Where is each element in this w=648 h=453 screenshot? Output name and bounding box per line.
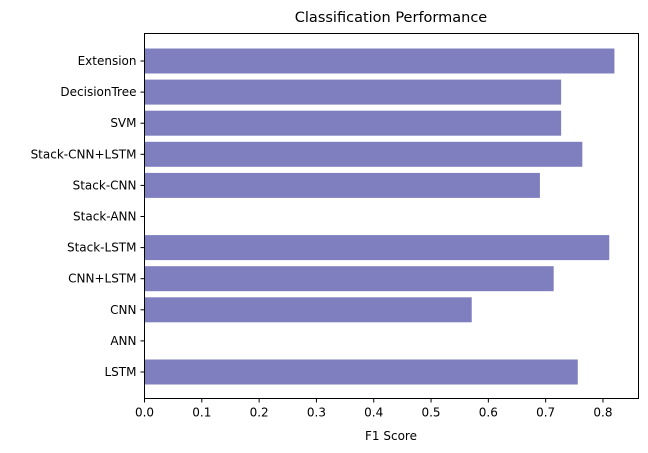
- y-tick-label: SVM: [110, 116, 136, 130]
- x-tick-label: 0.8: [593, 406, 612, 420]
- bar-lstm: [144, 359, 578, 385]
- x-tick-label: 0.6: [479, 406, 498, 420]
- y-tick-label: ANN: [110, 334, 136, 348]
- y-tick-label: Stack-ANN: [73, 210, 136, 224]
- x-tick-label: 0.1: [192, 406, 211, 420]
- x-tick-label: 0.7: [536, 406, 555, 420]
- y-tick-label: Stack-CNN+LSTM: [31, 147, 137, 161]
- y-tick-label: CNN: [110, 303, 136, 317]
- bar-decisiontree: [144, 79, 562, 105]
- y-tick-label: Stack-LSTM: [67, 241, 137, 255]
- bar-stack-cnn: [144, 172, 540, 198]
- x-axis-ticks: 0.0 0.1 0.2 0.3 0.4 0.5 0.6 0.7 0.8: [135, 398, 613, 420]
- y-tick-label: DecisionTree: [60, 85, 136, 99]
- bar-stack-lstm: [144, 235, 610, 261]
- y-tick-label: CNN+LSTM: [68, 272, 136, 286]
- chart-title: Classification Performance: [295, 10, 488, 26]
- x-axis-label: F1 Score: [365, 429, 417, 443]
- y-tick-label: LSTM: [105, 365, 137, 379]
- x-tick-label: 0.3: [307, 406, 326, 420]
- x-tick-label: 0.5: [421, 406, 440, 420]
- bar-stack-cnn-lstm: [144, 141, 583, 167]
- bar-svm: [144, 110, 562, 136]
- y-tick-label: Stack-CNN: [73, 178, 137, 192]
- bar-cnn-lstm: [144, 266, 554, 292]
- bar-cnn: [144, 297, 472, 323]
- x-tick-label: 0.2: [250, 406, 269, 420]
- x-tick-label: 0.4: [364, 406, 383, 420]
- bars-group: [144, 48, 615, 385]
- plot-frame: [144, 33, 639, 399]
- bar-extension: [144, 48, 615, 74]
- x-tick-label: 0.0: [135, 406, 154, 420]
- y-tick-label: Extension: [78, 54, 137, 68]
- y-axis-ticks: LSTM ANN CNN CNN+LSTM Stack-LSTM Stack-ANN Sta…: [31, 54, 145, 379]
